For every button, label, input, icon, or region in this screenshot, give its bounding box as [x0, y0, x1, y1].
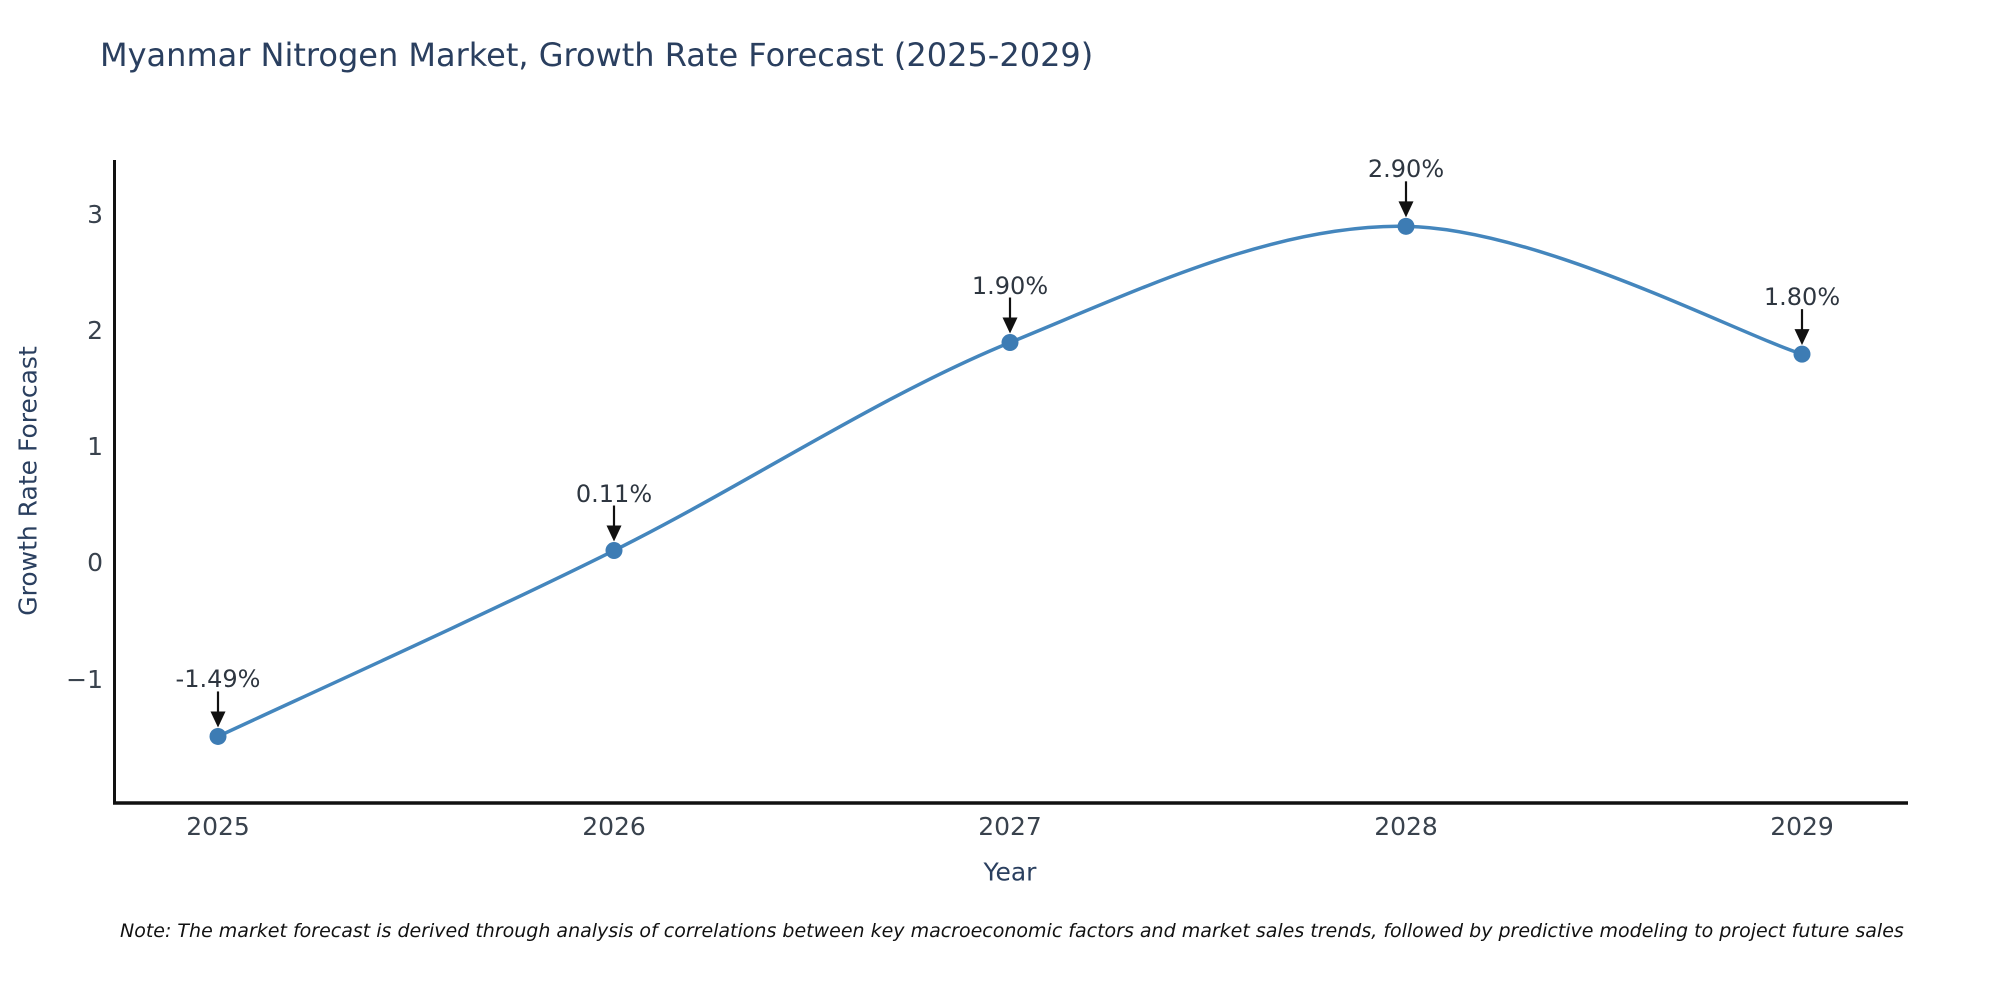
data-point-marker [1397, 217, 1415, 235]
note-text: Note: The market forecast is derived thr… [120, 920, 1904, 942]
data-point-marker [605, 542, 623, 560]
annotation-arrowhead [1002, 317, 1018, 334]
annotation-arrowhead [1398, 201, 1414, 218]
y-tick-label: 3 [87, 199, 103, 229]
annotation-label: 0.11% [575, 479, 653, 508]
y-tick-label: 0 [87, 548, 103, 578]
annotation-arrowhead [1794, 329, 1810, 346]
annotation-label: 1.80% [1763, 283, 1841, 312]
x-tick-label: 2025 [186, 812, 250, 841]
annotation-arrowhead [210, 711, 226, 728]
data-point-marker [1001, 334, 1019, 352]
annotation-label: 1.90% [971, 271, 1049, 300]
data-point-marker [209, 727, 227, 745]
y-tick-label: 1 [87, 432, 103, 462]
annotation-label: 2.90% [1367, 155, 1445, 184]
x-tick-label: 2027 [978, 812, 1042, 841]
annotation-label: -1.49% [175, 665, 261, 694]
annotation-arrowhead [606, 525, 622, 542]
x-axis-title: Year [983, 857, 1037, 887]
data-point-marker [1793, 345, 1811, 363]
y-tick-label: −1 [66, 664, 103, 694]
x-tick-label: 2029 [1770, 812, 1834, 841]
y-tick-label: 2 [87, 315, 103, 345]
x-tick-label: 2026 [582, 812, 646, 841]
y-axis-title: Growth Rate Forecast [13, 346, 43, 616]
chart-title: Myanmar Nitrogen Market, Growth Rate For… [100, 36, 1094, 74]
x-tick-label: 2028 [1374, 812, 1438, 841]
